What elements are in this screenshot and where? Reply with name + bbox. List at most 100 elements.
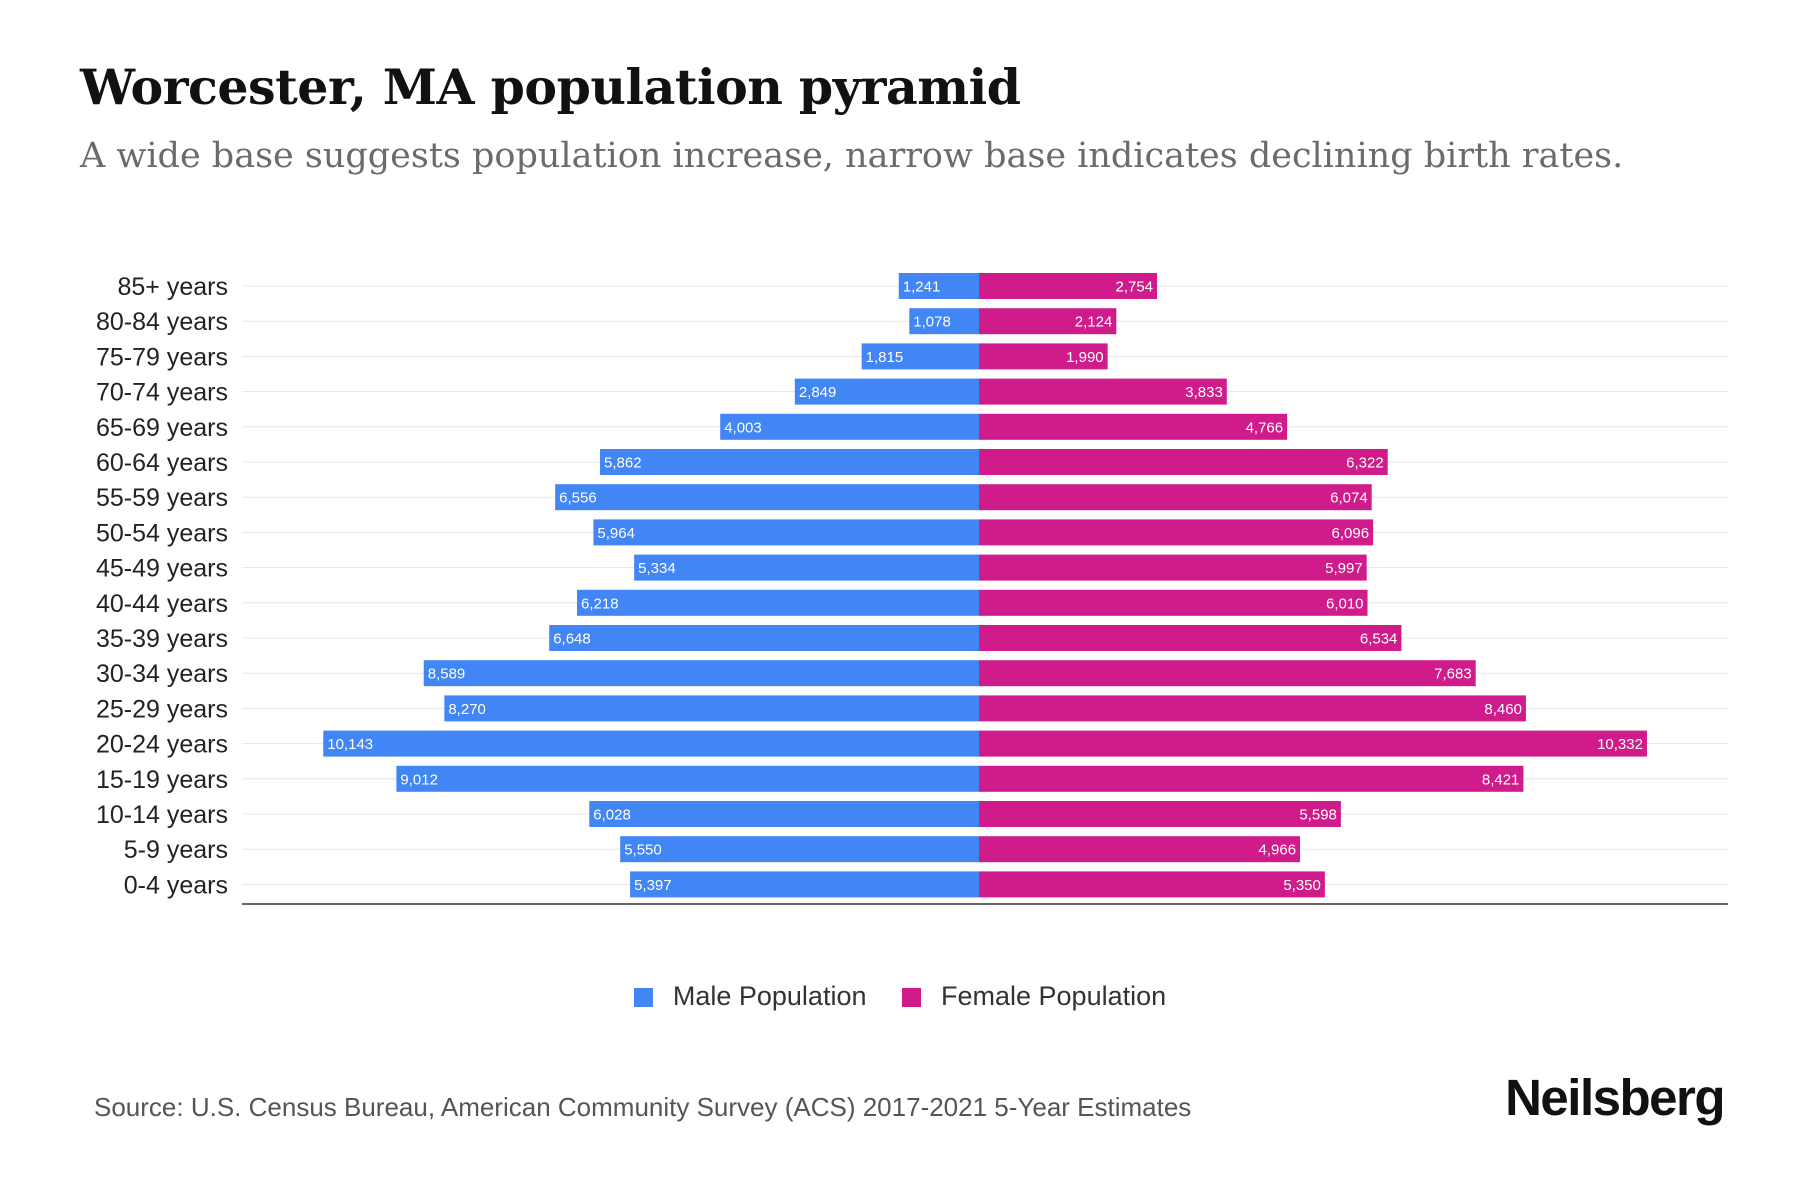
chart-legend: Male Population Female Population (0, 980, 1800, 1012)
male-value-label: 6,218 (581, 595, 619, 612)
male-bar (589, 801, 979, 827)
age-group-label: 25-29 years (96, 695, 228, 723)
female-bar (979, 484, 1372, 511)
male-bar (861, 343, 979, 370)
female-bar (979, 413, 1288, 440)
age-group-label: 70-74 years (96, 379, 228, 407)
female-value-label: 7,683 (1434, 666, 1472, 683)
male-value-label: 6,028 (593, 807, 631, 824)
female-value-label: 8,421 (1482, 771, 1520, 788)
age-group-label: 60-64 years (96, 449, 228, 477)
chart-subtitle: A wide base suggests population increase… (80, 136, 1624, 176)
male-value-label: 6,556 (559, 490, 597, 507)
female-value-label: 6,096 (1332, 525, 1370, 542)
male-bar (577, 589, 979, 616)
female-value-label: 4,766 (1246, 419, 1284, 436)
age-group-label: 75-79 years (96, 343, 228, 371)
male-bar (909, 308, 979, 335)
male-bar (634, 554, 979, 581)
female-value-label: 1,990 (1066, 349, 1104, 366)
female-value-label: 8,460 (1484, 701, 1522, 718)
age-group-label: 30-34 years (96, 660, 228, 688)
male-value-label: 1,815 (866, 349, 904, 366)
female-bar (979, 836, 1301, 863)
age-group-label: 15-19 years (96, 766, 228, 794)
male-bar (423, 660, 979, 687)
female-bar (979, 695, 1526, 722)
male-value-label: 8,270 (448, 701, 486, 718)
female-value-label: 6,074 (1330, 490, 1368, 507)
male-bar (549, 625, 979, 651)
legend-label-male: Male Population (672, 981, 867, 1012)
age-group-label: 55-59 years (96, 484, 228, 512)
legend-label-female: Female Population (941, 981, 1167, 1012)
male-value-label: 4,003 (724, 419, 762, 436)
chart-title: Worcester, MA population pyramid (80, 58, 1021, 116)
age-group-label: 20-24 years (96, 731, 228, 759)
male-bar (396, 765, 980, 792)
female-bar (979, 625, 1402, 651)
legend-item-male: Male Population (633, 981, 867, 1012)
male-bar (620, 836, 979, 863)
age-group-label: 50-54 years (96, 519, 228, 547)
male-value-label: 2,849 (799, 384, 837, 401)
female-bar (979, 378, 1227, 405)
population-pyramid-chart: 85+ years 1,241 2,754 80-84 years 1,078 2,124… (96, 273, 1728, 905)
brand-logo: Neilsberg (1505, 1069, 1725, 1126)
female-bar (979, 660, 1476, 687)
male-value-label: 8,589 (428, 666, 466, 683)
female-value-label: 2,754 (1115, 279, 1153, 296)
male-bar (444, 695, 979, 722)
female-bar (979, 801, 1341, 827)
source-note: Source: U.S. Census Bureau, American Com… (94, 1092, 1192, 1122)
age-group-label: 40-44 years (96, 590, 228, 618)
age-group-label: 0-4 years (124, 871, 228, 899)
male-value-label: 9,012 (400, 771, 438, 788)
female-bar (979, 871, 1325, 898)
female-value-label: 5,997 (1325, 560, 1363, 577)
age-group-label: 85+ years (118, 273, 229, 301)
male-value-label: 1,078 (913, 314, 951, 331)
male-value-label: 5,397 (634, 877, 672, 894)
male-value-label: 5,334 (638, 560, 676, 577)
female-value-label: 3,833 (1185, 384, 1223, 401)
male-bar (898, 273, 979, 299)
male-bar (630, 871, 979, 898)
male-value-label: 1,241 (903, 279, 941, 296)
female-bar (979, 589, 1368, 616)
female-bar (979, 730, 1647, 757)
age-group-label: 80-84 years (96, 308, 228, 336)
male-value-label: 6,648 (553, 631, 591, 648)
female-bar (979, 343, 1108, 370)
female-bar (979, 308, 1117, 335)
male-bar (794, 378, 979, 405)
male-bar (323, 730, 980, 757)
female-bar (979, 273, 1158, 299)
female-value-label: 2,124 (1075, 314, 1113, 331)
male-bar (593, 519, 979, 546)
male-value-label: 5,550 (624, 842, 662, 859)
female-bar (979, 765, 1524, 792)
male-value-label: 10,143 (327, 736, 373, 753)
female-bar (979, 449, 1388, 475)
female-value-label: 6,322 (1346, 455, 1384, 472)
age-group-label: 10-14 years (96, 801, 228, 829)
female-value-label: 4,966 (1259, 842, 1297, 859)
age-group-label: 45-49 years (96, 555, 228, 583)
male-value-label: 5,862 (604, 455, 642, 472)
male-bar (720, 413, 979, 440)
legend-item-female: Female Population (902, 981, 1166, 1012)
female-value-label: 6,534 (1360, 631, 1398, 648)
female-value-label: 10,332 (1597, 736, 1643, 753)
female-value-label: 5,350 (1283, 877, 1321, 894)
age-group-label: 5-9 years (124, 836, 228, 864)
age-group-label: 65-69 years (96, 414, 228, 442)
female-value-label: 5,598 (1299, 807, 1337, 824)
male-bar (600, 449, 979, 475)
male-bar (555, 484, 979, 511)
female-bar (979, 554, 1367, 581)
legend-swatch-male (633, 988, 653, 1008)
female-value-label: 6,010 (1326, 595, 1364, 612)
male-value-label: 5,964 (597, 525, 635, 542)
female-bar (979, 519, 1374, 546)
